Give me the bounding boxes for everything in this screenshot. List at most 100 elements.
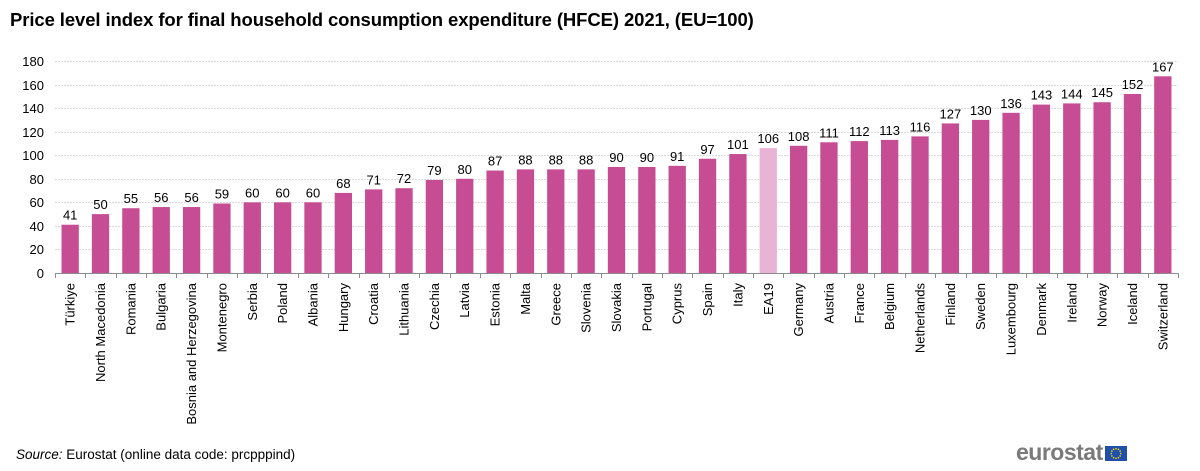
category-label: Hungary	[336, 283, 351, 333]
bar-austria	[820, 142, 838, 273]
category-label: Sweden	[973, 283, 988, 330]
value-labels: 41 50 55 56 56 59 60 60 60 68 71 72 79 80 87 88 88 88 90 90…	[63, 59, 1174, 222]
category-label: Belgium	[882, 283, 897, 330]
category-label: Czechia	[427, 282, 442, 330]
value-label: 127	[940, 106, 962, 121]
value-label: 68	[336, 176, 350, 191]
value-label: 50	[93, 197, 107, 212]
category-label: Montenegro	[214, 283, 229, 352]
value-label: 97	[700, 142, 714, 157]
category-label: Poland	[275, 283, 290, 323]
category-label: Spain	[700, 283, 715, 316]
value-label: 88	[549, 152, 563, 167]
value-label: 88	[518, 152, 532, 167]
value-label: 112	[849, 124, 870, 139]
category-label: Slovakia	[609, 282, 624, 332]
value-label: 167	[1152, 59, 1174, 74]
value-label: 79	[427, 163, 441, 178]
bar-italy	[729, 154, 747, 273]
eu-flag-icon	[1104, 446, 1127, 461]
value-label: 144	[1061, 86, 1083, 101]
source-label: Source:	[16, 447, 63, 462]
category-label: Switzerland	[1155, 283, 1170, 350]
bar-hungary	[334, 192, 352, 273]
value-label: 108	[788, 129, 810, 144]
value-label: 106	[757, 131, 779, 146]
value-label: 56	[184, 190, 198, 205]
bar-luxembourg	[1002, 112, 1020, 273]
category-label: Finland	[943, 283, 958, 326]
category-label: Croatia	[366, 282, 381, 325]
category-label: EA19	[761, 283, 776, 315]
y-tick-label: 60	[30, 195, 44, 210]
category-label: Germany	[791, 283, 806, 337]
category-label: Serbia	[245, 282, 260, 320]
bar-greece	[547, 169, 565, 273]
y-tick-label: 100	[22, 148, 44, 163]
bar-croatia	[365, 189, 383, 273]
value-label: 59	[215, 187, 229, 202]
x-axis	[55, 273, 1179, 278]
value-label: 71	[366, 172, 380, 187]
bar-latvia	[456, 178, 474, 273]
bar-romania	[122, 208, 140, 273]
bar-estonia	[486, 170, 504, 273]
bar-netherlands	[911, 136, 929, 273]
bar-sweden	[972, 119, 990, 273]
category-label: Lithuania	[397, 282, 412, 336]
category-label: Estonia	[488, 282, 503, 326]
eurostat-logo: eurostat	[1016, 441, 1127, 464]
category-label: Malta	[518, 282, 533, 315]
bar-norway	[1093, 102, 1111, 273]
x-axis-category-labels: Türkiye North Macedonia Romania Bulgaria Bos…	[63, 282, 1171, 424]
bar-finland	[941, 123, 960, 273]
category-label: Ireland	[1064, 283, 1079, 323]
bar-ea19	[759, 148, 777, 273]
y-tick-label: 80	[30, 172, 44, 187]
category-label: Portugal	[639, 283, 654, 332]
value-label: 145	[1091, 85, 1113, 100]
bar-germany	[789, 145, 808, 273]
bar-switzerland	[1154, 76, 1172, 273]
value-label: 113	[879, 123, 900, 138]
value-label: 56	[154, 190, 168, 205]
bar-czechia	[425, 179, 444, 273]
bar-france	[850, 141, 868, 273]
bar-albania	[304, 202, 322, 273]
logo-text: eurostat	[1016, 439, 1103, 465]
value-label: 90	[609, 150, 623, 165]
bars	[61, 76, 1172, 274]
category-label: France	[852, 283, 867, 323]
category-label: Norway	[1095, 283, 1110, 328]
value-label: 72	[397, 171, 411, 186]
bar-bulgaria	[152, 207, 170, 273]
y-axis-ticks: 0 20 40 60 80 100 120 140 160 180	[22, 54, 44, 281]
value-label: 130	[970, 103, 992, 118]
category-label: Bosnia and Herzegovina	[184, 282, 199, 424]
category-label: Slovenia	[579, 282, 594, 333]
value-label: 60	[306, 185, 320, 200]
chart-title: Price level index for final household co…	[10, 9, 754, 30]
y-tick-label: 160	[22, 78, 44, 93]
y-tick-label: 0	[37, 266, 44, 281]
bar-slovakia	[607, 167, 626, 273]
bar-montenegro	[213, 203, 231, 273]
category-label: Luxembourg	[1004, 283, 1019, 355]
category-label: North Macedonia	[93, 282, 108, 382]
category-label: Albania	[305, 282, 320, 326]
bar-türkiye	[61, 224, 79, 273]
bar-belgium	[881, 139, 899, 273]
y-tick-label: 20	[30, 242, 44, 257]
category-label: Iceland	[1125, 283, 1140, 325]
y-tick-label: 40	[30, 219, 44, 234]
bar-bosnia-and-herzegovina	[182, 207, 201, 273]
source-note: Source: Eurostat (online data code: prcp…	[16, 447, 295, 462]
value-label: 90	[640, 150, 654, 165]
value-label: 87	[488, 154, 502, 169]
source-text: Eurostat (online data code: prcpppind)	[62, 447, 296, 462]
bar-slovenia	[577, 169, 595, 273]
bar-ireland	[1063, 103, 1081, 274]
bar-serbia	[243, 202, 261, 273]
bar-chart: 0 20 40 60 80 100 120 140 160 180 41 50 55 56 56 59 60 6…	[22, 54, 1179, 425]
bar-denmark	[1032, 104, 1051, 273]
